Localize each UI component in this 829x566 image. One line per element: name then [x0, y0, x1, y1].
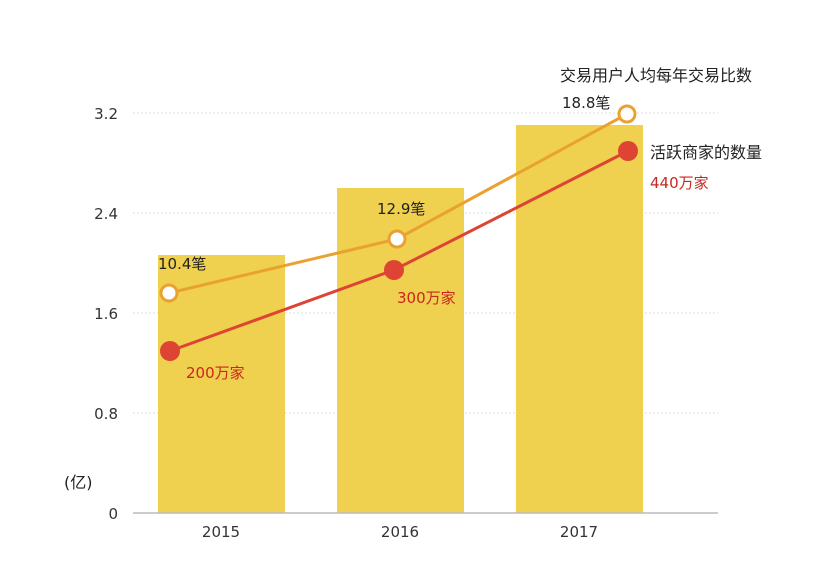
- marker-hollow-icon: [387, 229, 407, 249]
- svg-text:10.4笔: 10.4笔: [158, 255, 206, 273]
- marker-hollow-icon: [617, 104, 637, 124]
- bar-2015: [158, 255, 285, 513]
- svg-text:2015: 2015: [202, 523, 240, 541]
- svg-text:200万家: 200万家: [186, 364, 245, 382]
- series-title-transactions: 交易用户人均每年交易比数: [560, 66, 752, 85]
- marker-hollow-icon: [159, 283, 179, 303]
- line-merchants: [160, 141, 638, 361]
- line-transactions: [159, 104, 637, 303]
- x-axis-ticks: 2015 2016 2017: [202, 523, 598, 541]
- svg-text:440万家: 440万家: [650, 174, 709, 192]
- marker-filled-icon: [384, 260, 404, 280]
- svg-text:18.8笔: 18.8笔: [562, 94, 610, 112]
- svg-text:2.4: 2.4: [94, 205, 118, 223]
- svg-text:1.6: 1.6: [94, 305, 118, 323]
- marker-filled-icon: [160, 341, 180, 361]
- svg-text:2017: 2017: [560, 523, 598, 541]
- data-labels: 10.4笔 12.9笔 18.8笔 200万家 300万家 440万家: [158, 94, 709, 382]
- svg-text:3.2: 3.2: [94, 105, 118, 123]
- svg-text:12.9笔: 12.9笔: [377, 200, 425, 218]
- bar-2017: [516, 125, 643, 513]
- y-axis-ticks: 0 0.8 1.6 2.4 3.2: [94, 105, 118, 523]
- svg-text:300万家: 300万家: [397, 289, 456, 307]
- y-unit-label: (亿): [64, 473, 93, 492]
- svg-text:0: 0: [108, 505, 118, 523]
- marker-filled-icon: [618, 141, 638, 161]
- svg-text:0.8: 0.8: [94, 405, 118, 423]
- series-title-merchants: 活跃商家的数量: [650, 143, 762, 162]
- bars: [158, 125, 643, 513]
- svg-text:2016: 2016: [381, 523, 419, 541]
